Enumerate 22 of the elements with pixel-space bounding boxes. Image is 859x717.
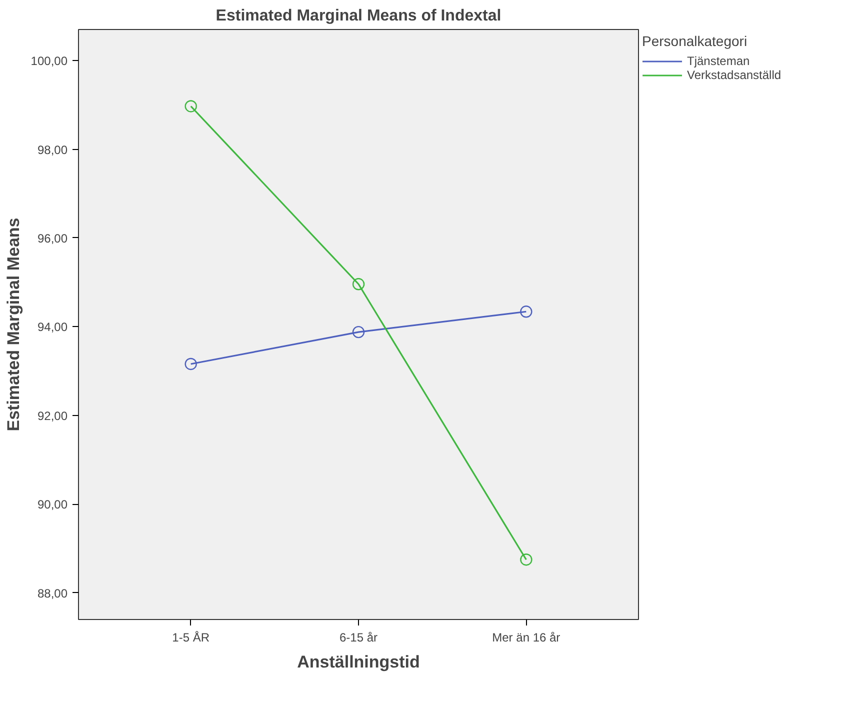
legend-title: Personalkategori (642, 33, 748, 49)
x-tick-label: 1-5 ÅR (172, 630, 210, 644)
chart-title: Estimated Marginal Means of Indextal (216, 8, 502, 24)
x-tick-label: 6-15 år (339, 630, 378, 644)
point (520, 306, 532, 318)
point (184, 358, 197, 370)
legend-label: Tjänsteman (687, 54, 750, 68)
x-axis-title: Anställningstid (297, 652, 420, 672)
point (184, 100, 197, 112)
y-tick-label: 98,00 (37, 142, 68, 157)
point (520, 554, 532, 566)
point (352, 278, 365, 290)
y-tick-label: 92,00 (37, 408, 68, 423)
y-tick-label: 88,00 (37, 586, 68, 600)
x-tick-label: Mer än 16 år (492, 630, 560, 644)
y-axis-title: Estimated Marginal Means (4, 218, 23, 432)
y-tick-label: 96,00 (37, 231, 68, 246)
y-tick-label: 100,00 (30, 54, 68, 68)
y-tick-label: 90,00 (37, 498, 68, 512)
point (352, 326, 365, 338)
y-tick-label: 94,00 (37, 320, 68, 334)
legend-label: Verkstadsanställd (687, 68, 782, 82)
